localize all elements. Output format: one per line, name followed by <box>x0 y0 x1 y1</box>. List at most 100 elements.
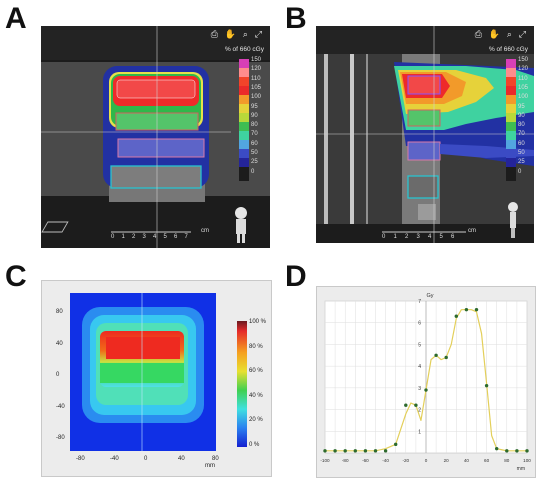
panel-b-colorbar-label: 25 <box>518 159 525 166</box>
y-tick-label: 7 <box>418 299 421 305</box>
y-tick-label: 2 <box>418 408 421 414</box>
data-point <box>474 307 479 312</box>
panel-b-colorbar-label: 90 <box>518 112 525 119</box>
panel-b-ruler-tick: 2 <box>405 234 409 240</box>
panel-a-colorbar-label: 80 <box>251 122 258 129</box>
panel-b-toolbar-icons[interactable]: ⎙ ✋ ⌕ ⤢ <box>474 30 528 40</box>
panel-c-x-tick: 80 <box>212 456 219 462</box>
panel-a-ruler-tick: 4 <box>153 234 157 240</box>
panel-a-colorbar-label: 95 <box>251 103 258 110</box>
panel-b-colorbar-label: 50 <box>518 150 525 156</box>
panel-c-x-tick: 0 <box>144 456 148 462</box>
x-tick-label: -20 <box>402 458 409 463</box>
data-point <box>394 442 398 447</box>
panel-c-frame: 100 % 80 % 60 % 40 % 20 % 0 % 80 40 0 -40 -80 -80… <box>41 280 272 477</box>
panel-letter-a: A <box>5 2 27 35</box>
y-tick-label: 5 <box>418 342 421 348</box>
panel-a-ruler-tick: 0 <box>111 234 115 240</box>
panel-b-colorbar-label: 105 <box>518 84 529 91</box>
data-point <box>424 388 428 392</box>
panel-b-colorbar-label: 110 <box>518 75 528 82</box>
panel-b-ruler-tick: 6 <box>451 234 455 240</box>
data-point <box>363 449 368 453</box>
panel-a-ruler-tick: 1 <box>121 234 125 240</box>
panel-a-ruler-tick: 3 <box>142 234 146 240</box>
data-point <box>495 446 499 451</box>
y-tick-label: 4 <box>418 364 421 370</box>
y-tick-label: 6 <box>418 321 421 327</box>
panel-a-colorbar-label: 60 <box>251 140 258 147</box>
panel-c-y-tick: 80 <box>56 309 63 315</box>
x-tick-label: -40 <box>382 458 389 463</box>
panel-d-dose-profile-chart: 1 2 3 4 5 6 7 -100 -80 -60 -40 -20 0 20 40 60 80 100 Gy mm <box>320 293 531 472</box>
panel-a-colorbar <box>239 59 249 181</box>
panel-b-colorbar-label: 120 <box>518 66 529 73</box>
data-point <box>444 355 448 360</box>
panel-c-colorbar-label: 0 % <box>249 442 260 448</box>
data-point <box>434 353 438 357</box>
data-point <box>373 449 378 453</box>
panel-b-dose-view: ⎙ ✋ ⌕ ⤢ % of 660 cGy <box>316 26 534 243</box>
panel-c-x-tick: 40 <box>178 456 185 462</box>
panel-a-image <box>41 26 270 248</box>
panel-a-ruler-tick: 7 <box>184 234 188 240</box>
panel-c-y-tick: -40 <box>56 403 65 410</box>
panel-b-ruler-tick: 5 <box>439 234 443 240</box>
data-point <box>484 383 489 388</box>
y-tick-label: 1 <box>418 429 421 435</box>
x-tick-label: -80 <box>342 458 349 463</box>
panel-letter-d: D <box>285 260 307 293</box>
panel-a-ruler-tick: 5 <box>163 234 167 240</box>
x-tick-label: -60 <box>362 458 369 463</box>
panel-c-x-tick: -40 <box>110 456 119 462</box>
panel-b-ruler-tick: 3 <box>416 234 420 240</box>
data-point <box>464 307 469 312</box>
panel-a-ruler-tick: 6 <box>174 234 178 240</box>
panel-c-colorbar-label: 60 % <box>249 368 263 375</box>
panel-b-ruler-tick: 0 <box>382 234 386 240</box>
data-point <box>323 449 327 453</box>
panel-a-colorbar-label: 70 <box>251 131 258 138</box>
panel-a-colorbar-label: 0 <box>251 168 255 175</box>
panel-b-ruler-tick: 4 <box>428 234 432 240</box>
data-point <box>404 403 408 407</box>
x-axis-label: mm <box>517 466 525 472</box>
y-tick-label: 3 <box>418 386 421 392</box>
data-point <box>353 449 357 453</box>
panel-a-toolbar-icons[interactable]: ⎙ ✋ ⌕ ⤢ <box>210 30 264 40</box>
panel-c-colorbar-label: 100 % <box>249 319 267 325</box>
panel-c-colorbar <box>237 321 247 447</box>
panel-a-colorbar-label: 100 <box>251 94 262 101</box>
panel-b-colorbar-label: 80 <box>518 122 525 129</box>
data-point <box>505 449 509 453</box>
panel-c-dose-map <box>70 293 216 451</box>
panel-a-toolbar <box>41 26 270 60</box>
panel-c-colorbar-label: 40 % <box>249 392 263 399</box>
panel-a-colorbar-label: 150 <box>251 57 262 63</box>
panel-a-colorbar-label: 25 <box>251 159 258 166</box>
panel-a-ruler-unit: cm <box>201 228 209 234</box>
panel-b-colorbar <box>506 59 516 181</box>
panel-b-colorbar-label: 70 <box>518 131 525 138</box>
panel-a-ruler-tick: 2 <box>132 234 136 240</box>
panel-c-x-unit: mm <box>205 463 215 469</box>
panel-c-colorbar-label: 80 % <box>249 343 263 350</box>
x-tick-label: 40 <box>464 458 470 463</box>
panel-c-y-tick: 40 <box>56 340 63 347</box>
panel-c-y-tick: -80 <box>56 435 65 441</box>
panel-a-colorbar-label: 50 <box>251 150 258 156</box>
panel-b-ruler-unit: cm <box>468 228 476 234</box>
panel-b-colorbar-label: 60 <box>518 140 525 147</box>
panel-b-image <box>316 26 534 243</box>
data-point <box>454 314 458 318</box>
data-point <box>414 403 418 407</box>
x-tick-label: 20 <box>444 458 450 463</box>
x-tick-label: 60 <box>484 458 490 463</box>
panel-b-colorbar-label: 100 <box>518 94 529 101</box>
panel-c-y-tick: 0 <box>56 372 60 378</box>
panel-b-dose-reference: % of 660 cGy <box>488 46 528 53</box>
panel-a-dose-view: ⎙ ✋ ⌕ ⤢ % of 660 cGy cm 150 <box>41 26 270 248</box>
x-tick-label: 0 <box>425 458 428 463</box>
panel-b-colorbar-label: 95 <box>518 103 525 110</box>
panel-a-colorbar-label: 105 <box>251 84 262 91</box>
